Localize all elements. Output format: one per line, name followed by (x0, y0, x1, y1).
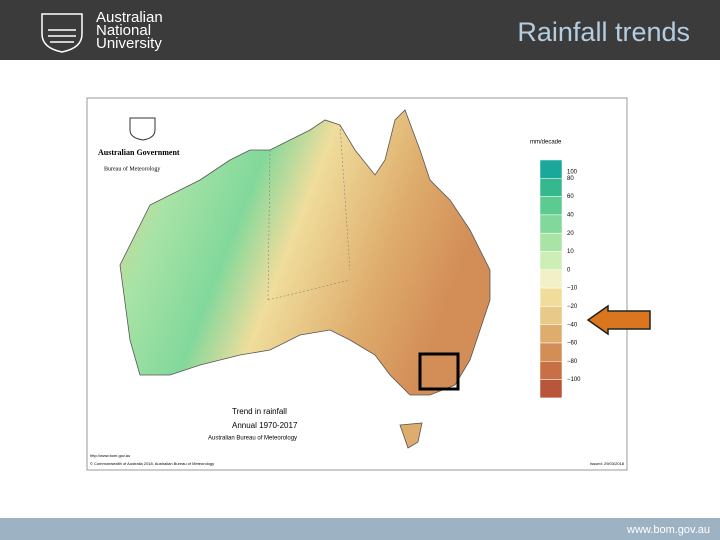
slide-title: Rainfall trends (517, 17, 690, 47)
legend-swatch (539, 379, 563, 399)
logo-text: University (96, 35, 162, 52)
caption-period: Annual 1970-2017 (232, 421, 298, 430)
legend-label: 60 (567, 194, 574, 200)
header-bar (0, 0, 720, 60)
agency-name: Australian Government (98, 148, 180, 157)
legend-swatch (539, 287, 563, 307)
legend-swatch (539, 269, 563, 289)
logo-crest (41, 13, 83, 53)
logo-text: Australian (96, 9, 163, 26)
caption-source: Australian Bureau of Meteorology (208, 436, 297, 442)
crest (129, 117, 156, 141)
legend-swatch (539, 324, 563, 344)
copyright: © Commonwealth of Australia 2018, Austra… (90, 461, 214, 466)
map-url: http://www.bom.gov.au (90, 453, 130, 458)
state-borders (267, 124, 351, 301)
agency-bureau: Bureau of Meteorology (104, 165, 160, 172)
legend-label: 20 (567, 231, 574, 237)
footer-bar (0, 518, 720, 540)
legend-swatch (539, 306, 563, 325)
footer-url: www.bom.gov.au (626, 524, 710, 536)
legend-label: 0 (567, 267, 571, 273)
logo-text: National (96, 22, 151, 39)
australia-map (119, 109, 491, 396)
legend-swatch (539, 251, 563, 271)
legend-label: −10 (567, 286, 578, 292)
legend-label: 10 (567, 249, 574, 255)
legend-swatch (539, 159, 563, 179)
legend-swatch (539, 232, 563, 252)
highlight-box (418, 352, 460, 391)
caption-title: Trend in rainfall (232, 407, 287, 416)
legend-label: −40 (567, 322, 578, 328)
arrow (586, 304, 651, 336)
issued: Issued: 29/03/2018 (590, 461, 625, 466)
legend-unit: mm/decade (530, 140, 562, 146)
legend-label: 80 (567, 176, 574, 182)
legend-swatch (539, 196, 563, 216)
legend-label: −100 (567, 377, 581, 383)
legend-label: −60 (567, 341, 578, 347)
legend-swatch (539, 361, 563, 380)
legend-swatch (539, 342, 563, 362)
tasmania (399, 422, 423, 449)
legend-label: 100 (567, 170, 578, 176)
legend-label: 40 (567, 212, 574, 218)
legend-label: −80 (567, 359, 578, 365)
legend-swatch (539, 214, 563, 234)
legend-swatch (539, 178, 563, 197)
legend-label: −20 (567, 304, 578, 310)
